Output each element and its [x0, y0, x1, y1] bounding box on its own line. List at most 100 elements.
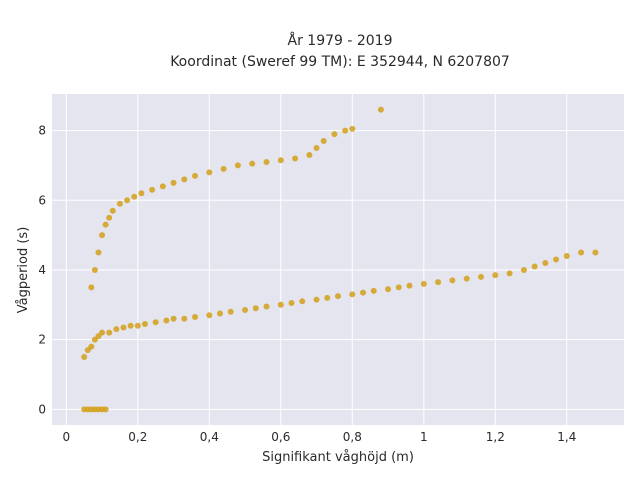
scatter-point — [152, 319, 159, 326]
x-tick-label: 0,6 — [271, 430, 290, 444]
scatter-point — [116, 200, 123, 207]
scatter-point — [131, 193, 138, 200]
x-tick-label: 0,2 — [128, 430, 147, 444]
scatter-point — [227, 308, 234, 315]
scatter-point — [102, 221, 109, 228]
x-tick-label: 0,4 — [200, 430, 219, 444]
x-tick-label: 1 — [420, 430, 428, 444]
y-tick-label: 4 — [38, 263, 46, 277]
scatter-point — [299, 298, 306, 305]
scatter-point — [360, 289, 367, 296]
scatter-point — [149, 186, 156, 193]
scatter-point — [106, 329, 113, 336]
scatter-point — [420, 280, 427, 287]
scatter-point — [192, 172, 198, 179]
x-tick-label: 1,2 — [486, 430, 505, 444]
scatter-point — [124, 197, 131, 204]
y-tick-label: 0 — [38, 402, 46, 416]
scatter-point — [141, 320, 148, 327]
scatter-point — [406, 282, 413, 289]
scatter-point — [263, 158, 270, 165]
scatter-point — [109, 207, 116, 214]
scatter-point — [159, 183, 166, 190]
scatter-point — [242, 307, 249, 314]
scatter-point — [478, 273, 484, 280]
scatter-point — [113, 326, 120, 333]
scatter-point — [349, 125, 356, 132]
scatter-point — [163, 317, 170, 324]
scatter-point — [88, 343, 95, 350]
x-tick-label: 0 — [62, 430, 70, 444]
scatter-point — [127, 322, 134, 329]
scatter-point — [435, 279, 442, 286]
scatter-point — [95, 249, 102, 256]
scatter-point — [578, 249, 585, 256]
scatter-point — [88, 284, 95, 291]
scatter-point — [91, 266, 98, 273]
scatter-point — [81, 354, 88, 361]
y-tick-label: 8 — [38, 124, 46, 138]
scatter-point — [313, 296, 320, 303]
scatter-point — [506, 270, 513, 277]
plot-area — [52, 94, 624, 425]
grid-layer — [52, 94, 624, 425]
scatter-point — [335, 293, 341, 300]
tick-layer: 0 0,2 0,4 0,6 0,8 1 1,2 1,4 0 2 4 6 8 — [38, 124, 576, 444]
scatter-point — [181, 315, 188, 322]
scatter-point — [106, 214, 113, 221]
scatter-point — [520, 266, 527, 273]
scatter-point — [220, 165, 227, 172]
scatter-point — [324, 294, 331, 301]
scatter-point — [385, 286, 392, 293]
scatter-point — [288, 300, 295, 307]
scatter-point — [449, 277, 456, 284]
scatter-point — [553, 256, 560, 263]
x-tick-label: 0,8 — [343, 430, 362, 444]
scatter-point — [252, 305, 259, 312]
y-tick-label: 6 — [38, 193, 46, 207]
scatter-point — [277, 301, 284, 308]
scatter-point — [342, 127, 349, 134]
scatter-point — [542, 259, 549, 266]
scatter-point — [306, 151, 313, 158]
scatter-point — [134, 322, 141, 329]
scatter-point — [331, 131, 338, 138]
points-layer — [81, 106, 599, 413]
scatter-point — [217, 310, 224, 317]
scatter-point — [249, 160, 256, 167]
scatter-point — [349, 291, 356, 298]
chart-title-line-2: Koordinat (Sweref 99 TM): E 352944, N 62… — [170, 54, 510, 70]
scatter-point — [192, 313, 198, 320]
scatter-point — [181, 176, 188, 183]
x-axis-label: Signifikant våghöjd (m) — [262, 450, 414, 465]
scatter-point — [206, 169, 213, 176]
scatter-point — [320, 138, 327, 145]
scatter-point — [170, 179, 177, 186]
scatter-point — [531, 263, 538, 270]
scatter-point — [99, 232, 106, 239]
scatter-point — [263, 303, 270, 310]
y-tick-label: 2 — [38, 333, 46, 347]
x-tick-label: 1,4 — [557, 430, 576, 444]
scatter-point — [170, 315, 177, 322]
scatter-point — [463, 275, 470, 282]
chart-title-line-1: År 1979 - 2019 — [288, 32, 393, 49]
scatter-point — [102, 406, 109, 413]
scatter-point — [377, 106, 384, 113]
scatter-point — [138, 190, 145, 197]
y-axis-label: Vågperiod (s) — [16, 227, 31, 314]
scatter-point — [313, 145, 320, 152]
scatter-point — [206, 312, 213, 319]
scatter-point — [99, 329, 106, 336]
scatter-point — [370, 287, 377, 294]
scatter-point — [492, 272, 499, 279]
scatter-point — [563, 253, 570, 260]
scatter-point — [277, 157, 284, 164]
scatter-point — [234, 162, 241, 169]
scatter-point — [292, 155, 299, 162]
scatter-point — [395, 284, 402, 291]
scatter-point — [120, 324, 127, 331]
scatter-point — [592, 249, 599, 256]
